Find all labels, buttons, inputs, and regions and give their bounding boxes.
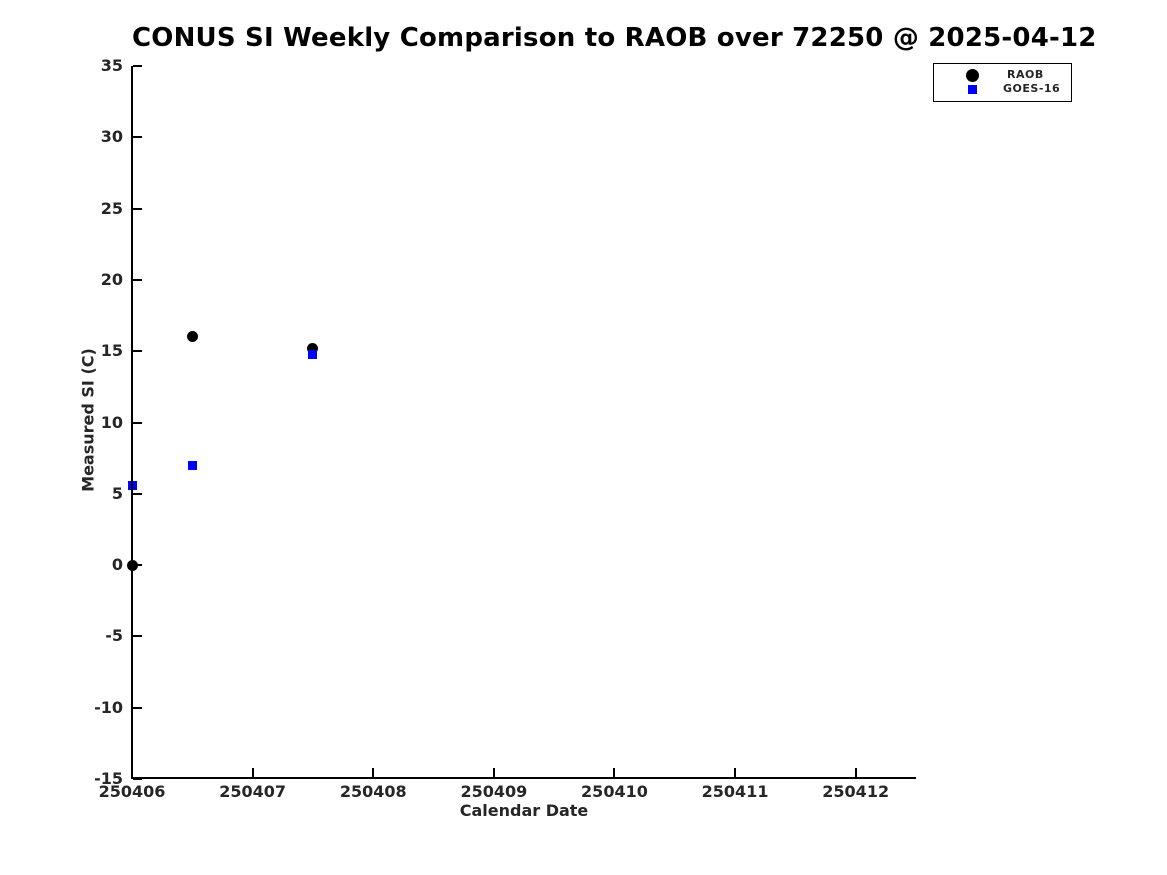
y-tick-label: 15 (100, 341, 123, 361)
raob-circle-marker-icon (966, 68, 979, 82)
legend: RAOB GOES-16 (933, 63, 1072, 102)
y-tick-mark (133, 778, 142, 780)
legend-row-raob: RAOB (934, 68, 1071, 82)
y-tick-mark (133, 136, 142, 139)
y-tick-mark (133, 706, 142, 709)
raob-data-point (186, 331, 198, 343)
x-tick-label: 250412 (822, 782, 890, 801)
legend-row-goes16: GOES-16 (934, 82, 1071, 96)
y-axis-line (131, 66, 133, 779)
x-tick-label: 250409 (460, 782, 528, 801)
y-tick-mark (133, 564, 142, 567)
x-tick-label: 250406 (98, 782, 166, 801)
x-tick-mark (492, 768, 495, 777)
y-tick-label: 30 (100, 127, 123, 147)
y-tick-label: -15 (94, 769, 123, 788)
x-tick-mark (613, 768, 616, 777)
y-tick-label: 0 (111, 555, 123, 575)
y-tick-label: 10 (100, 412, 123, 432)
y-tick-mark (133, 350, 142, 353)
x-tick-label: 250411 (701, 782, 769, 801)
y-tick-mark (133, 635, 142, 638)
y-tick-label: 35 (100, 56, 123, 75)
chart-title: CONUS SI Weekly Comparison to RAOB over … (132, 23, 1097, 53)
goes-16-data-point (187, 460, 197, 470)
x-axis-title: Calendar Date (459, 801, 589, 820)
legend-label-goes16: GOES-16 (1003, 82, 1061, 95)
x-tick-mark (251, 768, 254, 777)
y-tick-mark (133, 278, 142, 281)
goes-16-data-point (308, 349, 318, 359)
y-tick-label: 20 (100, 269, 123, 289)
x-axis-line (131, 777, 916, 779)
raob-data-point (307, 342, 319, 354)
legend-label-raob: RAOB (1007, 68, 1044, 81)
y-tick-label: 25 (100, 198, 123, 218)
y-tick-label: -10 (94, 697, 123, 717)
y-tick-mark (133, 207, 142, 210)
x-tick-label: 250410 (581, 782, 648, 801)
x-tick-mark (372, 768, 375, 777)
goes16-square-marker-icon (968, 84, 977, 94)
x-tick-mark (734, 768, 737, 777)
y-tick-label: -5 (105, 626, 123, 646)
x-tick-label: 250407 (219, 782, 286, 801)
y-tick-mark (133, 492, 142, 495)
y-tick-label: 5 (111, 483, 123, 503)
x-tick-mark (854, 768, 857, 777)
y-tick-mark (133, 421, 142, 424)
y-tick-mark (133, 65, 142, 67)
x-tick-label: 250408 (339, 782, 407, 801)
